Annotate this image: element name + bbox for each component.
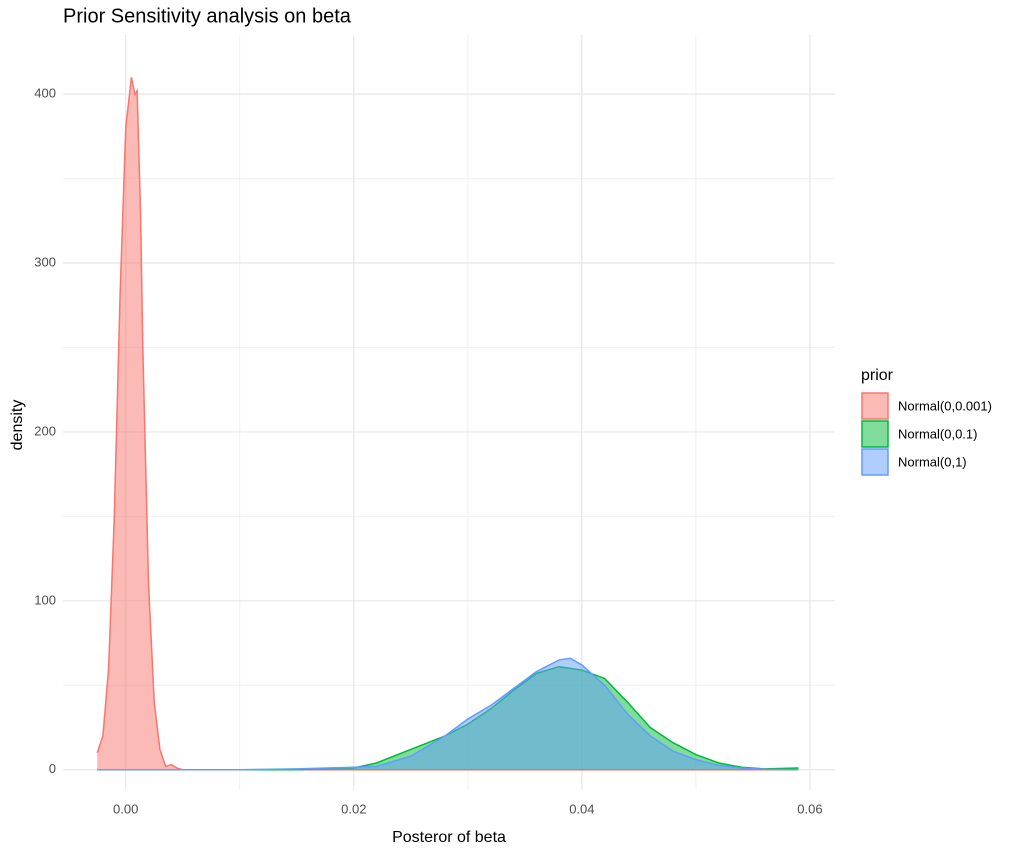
legend-key [861,420,889,448]
legend-label: Normal(0,0.001) [898,398,992,413]
x-axis-label: Posteror of beta [392,829,506,846]
y-axis-label: density [9,400,26,451]
area-fill [97,658,799,770]
legend-label: Normal(0,0.1) [898,426,977,441]
legend-key [861,448,889,476]
density-line [97,657,799,771]
y-tick-label: 200 [34,423,56,438]
x-tick-label: 0.04 [569,801,594,816]
y-tick-label: 400 [34,86,56,101]
area-fill [97,77,799,770]
density-line [96,77,799,771]
legend-title: prior [861,367,894,384]
chart-title: Prior Sensitivity analysis on beta [63,5,352,27]
y-tick-label: 0 [49,761,56,776]
legend-label: Normal(0,1) [898,454,967,469]
legend-key [861,392,889,420]
x-tick-label: 0.02 [341,801,366,816]
y-tick-label: 300 [34,254,56,269]
x-tick-label: 0.00 [113,801,138,816]
y-tick-label: 100 [34,592,56,607]
x-tick-label: 0.06 [797,801,822,816]
